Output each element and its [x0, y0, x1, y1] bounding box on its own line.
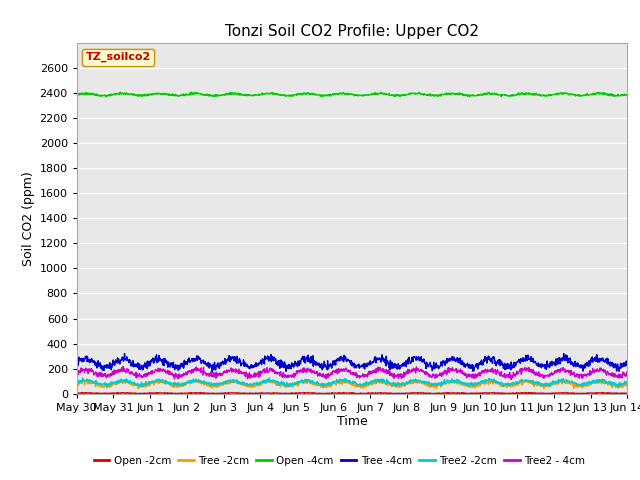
Legend: Open -2cm, Tree -2cm, Open -4cm, Tree -4cm, Tree2 -2cm, Tree2 - 4cm: Open -2cm, Tree -2cm, Open -4cm, Tree -4… [90, 452, 589, 470]
Legend: TZ_soilco2: TZ_soilco2 [83, 49, 154, 66]
X-axis label: Time: Time [337, 415, 367, 429]
Title: Tonzi Soil CO2 Profile: Upper CO2: Tonzi Soil CO2 Profile: Upper CO2 [225, 24, 479, 39]
Y-axis label: Soil CO2 (ppm): Soil CO2 (ppm) [22, 171, 35, 266]
